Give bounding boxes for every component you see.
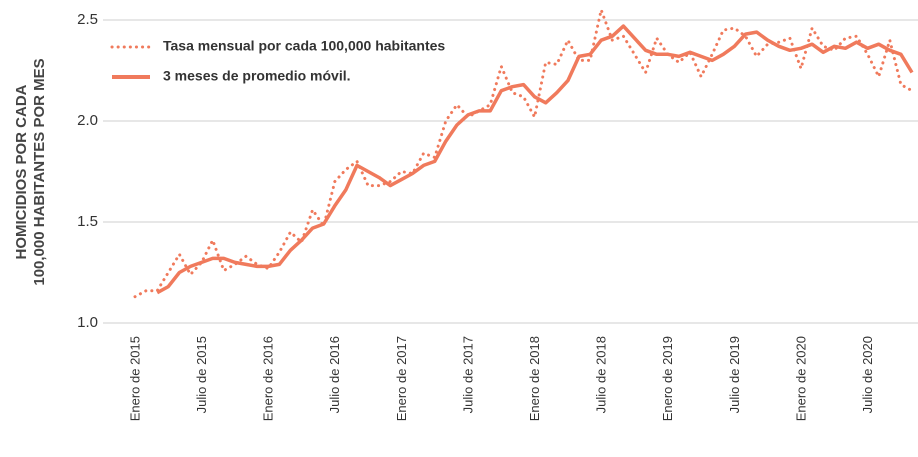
x-tick-label: Julio de 2015 — [194, 336, 209, 413]
x-tick-label: Julio de 2019 — [727, 336, 742, 413]
y-tick-label: 2.0 — [77, 112, 98, 129]
y-axis-label: 100,000 HABITANTES POR MES — [31, 58, 48, 285]
y-tick-label: 1.5 — [77, 213, 98, 230]
x-tick-label: Enero de 2016 — [261, 336, 276, 421]
series-line — [156, 24, 914, 295]
x-tick-label: Julio de 2016 — [327, 336, 342, 413]
x-tick-label: Enero de 2020 — [793, 336, 808, 421]
x-tick-label: Julio de 2020 — [860, 336, 875, 413]
x-tick-label: Julio de 2017 — [460, 336, 475, 413]
x-tick-label: Enero de 2017 — [394, 336, 409, 421]
x-tick-label: Julio de 2018 — [594, 336, 609, 413]
y-tick-label: 2.5 — [77, 11, 98, 28]
legend-label: 3 meses de promedio móvil. — [163, 68, 351, 84]
legend-label: Tasa mensual por cada 100,000 habitantes — [163, 38, 445, 54]
x-tick-label: Enero de 2015 — [127, 336, 142, 421]
y-tick-label: 1.0 — [77, 314, 98, 331]
x-tick-label: Enero de 2019 — [660, 336, 675, 421]
y-axis-label: HOMICIDIOS POR CADA — [13, 84, 30, 259]
x-tick-label: Enero de 2018 — [527, 336, 542, 421]
